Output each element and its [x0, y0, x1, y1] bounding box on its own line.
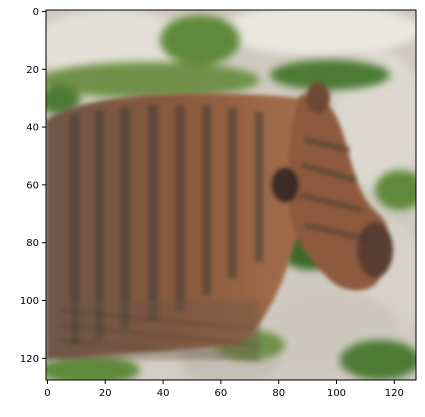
y-tick-label: 80: [26, 238, 39, 249]
y-tick-label: 20: [26, 65, 39, 76]
y-tick-label: 60: [26, 180, 39, 191]
x-tick-label: 40: [157, 388, 170, 399]
image-panel: [46, 10, 416, 380]
y-axis: 0 20 40 60 80 100 120: [20, 7, 46, 365]
y-tick-label: 120: [20, 354, 39, 365]
legs: [59, 300, 261, 362]
x-tick-label: 80: [272, 388, 285, 399]
y-tick-label: 40: [26, 123, 39, 134]
y-tick-label: 0: [33, 7, 39, 18]
x-tick-label: 20: [99, 388, 112, 399]
axes-frame: [45, 9, 417, 381]
x-tick-label: 60: [215, 388, 228, 399]
stripes: [70, 105, 371, 345]
y-tick-label: 100: [20, 296, 39, 307]
x-axis: 0 20 40 60 80 100 120: [44, 380, 404, 399]
x-tick-label: 100: [327, 388, 346, 399]
x-tick-label: 0: [44, 388, 50, 399]
x-tick-label: 120: [385, 388, 404, 399]
